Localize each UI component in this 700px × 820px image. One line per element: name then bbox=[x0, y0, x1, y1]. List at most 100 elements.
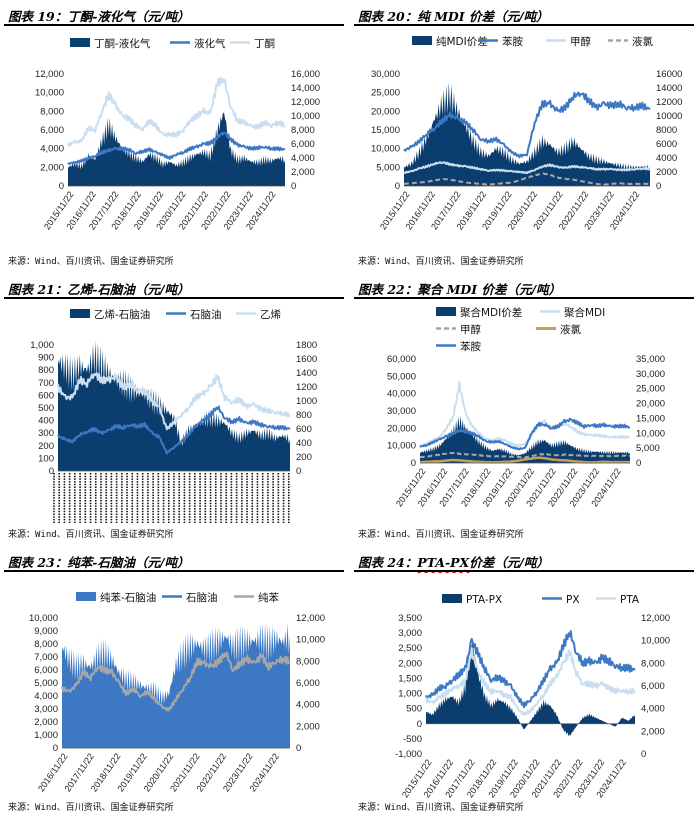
y-tick-right: 800 bbox=[296, 410, 312, 421]
series-line-2 bbox=[61, 651, 291, 712]
y-tick-left: -1,000 bbox=[395, 749, 422, 760]
y-tick-left: 1,000 bbox=[398, 689, 422, 700]
y-tick-left: 7,000 bbox=[34, 652, 58, 663]
series-area-0 bbox=[62, 622, 290, 748]
y-tick-left: 800 bbox=[38, 365, 54, 376]
series-area-0 bbox=[426, 639, 635, 737]
y-tick-left: 600 bbox=[38, 390, 54, 401]
series-line-1 bbox=[403, 91, 651, 159]
series-line-3 bbox=[403, 172, 651, 186]
chart-title: 图表 24：PTA-PX价差（元/吨） bbox=[358, 552, 549, 571]
chart-24: -1,000 -500 0 500 1,000 1,500 2,000 2,500 3,000 3… bbox=[395, 594, 670, 800]
chart-panel-21: 图表 21：乙烯-石脑油（元/吨） 0 100 200 300 400 500 600 700… bbox=[0, 273, 350, 546]
y-tick-left: 0 bbox=[411, 458, 416, 469]
source-note: 来源：Wind、百川资讯、国金证券研究所 bbox=[8, 530, 174, 540]
chart-panel-22: 图表 22：聚合 MDI 价差（元/吨） 0 10,000 20,000 30,000… bbox=[350, 273, 700, 546]
y-tick-left: 9,000 bbox=[34, 626, 58, 637]
chart-title: 图表 20：纯 MDI 价差（元/吨） bbox=[358, 9, 549, 24]
chart-panel-23: 图表 23：纯苯-石脑油（元/吨） 0 1,000 2,000 3,000 4,000 5… bbox=[0, 546, 350, 819]
y-tick-left: 8,000 bbox=[40, 106, 64, 117]
y-tick-left: 900 bbox=[38, 353, 54, 364]
source-note: 来源：Wind、百川资讯、国金证券研究所 bbox=[358, 257, 524, 267]
y-tick-left: 10,000 bbox=[371, 144, 400, 155]
legend-label: 甲醇 bbox=[460, 323, 481, 336]
y-tick-left: 50,000 bbox=[387, 371, 416, 382]
series-line-1 bbox=[57, 405, 291, 455]
y-tick-right: 16,000 bbox=[291, 69, 320, 80]
y-tick-left: 20,000 bbox=[387, 423, 416, 434]
y-tick-left: 20,000 bbox=[371, 106, 400, 117]
series-area-0 bbox=[58, 340, 290, 471]
y-tick-right: 10,000 bbox=[291, 111, 320, 122]
y-tick-right: 2,000 bbox=[291, 167, 315, 178]
y-tick-right: 6,000 bbox=[291, 139, 315, 150]
y-tick-left: 25,000 bbox=[371, 88, 400, 99]
legend-label: PTA bbox=[620, 594, 640, 606]
y-tick-left: 6,000 bbox=[34, 665, 58, 676]
y-tick-right: 14,000 bbox=[291, 83, 320, 94]
y-tick-left: 400 bbox=[38, 416, 54, 427]
y-tick-right: 0 bbox=[636, 458, 641, 469]
legend-swatch bbox=[76, 592, 96, 601]
y-tick-left: 10,000 bbox=[35, 88, 64, 99]
y-tick-right: 0 bbox=[291, 181, 296, 192]
y-tick-right: 35,000 bbox=[636, 354, 665, 365]
y-tick-left: 12,000 bbox=[35, 69, 64, 80]
chart-panel-20: 图表 20：纯 MDI 价差（元/吨） 0 5,000 10,000 15,000 20… bbox=[350, 0, 700, 273]
series-line-2 bbox=[57, 372, 291, 431]
y-tick-left: 4,000 bbox=[40, 144, 64, 155]
title-rule bbox=[354, 24, 694, 26]
y-tick-left: 6,000 bbox=[40, 125, 64, 136]
series-line-1 bbox=[61, 738, 291, 746]
chart-panel-19: 图表 19：丁酮-液化气（元/吨） 0 2,000 4,000 6,000 8,000 1… bbox=[0, 0, 350, 273]
legend-label: 丁酮-液化气 bbox=[94, 37, 151, 50]
y-tick-right: 6000 bbox=[656, 139, 677, 150]
y-tick-right: 20,000 bbox=[636, 399, 665, 410]
y-tick-left: 10,000 bbox=[387, 441, 416, 452]
y-tick-left: 2,000 bbox=[40, 162, 64, 173]
chart-21: 01002003004005006007008009001,0000200400… bbox=[30, 308, 317, 523]
legend-swatch bbox=[442, 594, 462, 603]
y-tick-left: 0 bbox=[49, 466, 54, 477]
y-tick-left: 4,000 bbox=[34, 691, 58, 702]
y-tick-right: 8000 bbox=[656, 125, 677, 136]
y-tick-left: 2,000 bbox=[398, 658, 422, 669]
series-area-0 bbox=[404, 82, 650, 186]
legend-label: 苯胺 bbox=[460, 340, 481, 353]
legend-label: 苯胺 bbox=[502, 35, 523, 48]
legend-label: 液氯 bbox=[560, 323, 581, 336]
legend-label: 石脑油 bbox=[186, 591, 218, 604]
y-tick-right: 8,000 bbox=[291, 125, 315, 136]
y-tick-left: 5,000 bbox=[34, 678, 58, 689]
chart-20: 0 5,000 10,000 15,000 20,000 25,000 30,000 0 200… bbox=[371, 35, 682, 232]
chart-panel-24: 图表 24：PTA-PX价差（元/吨） -1,000 -500 0 500 1,000 1… bbox=[350, 546, 700, 819]
y-tick-right: 25,000 bbox=[636, 384, 665, 395]
y-tick-left: 0 bbox=[59, 181, 64, 192]
y-tick-right: 200 bbox=[296, 452, 312, 463]
legend-label: 液氯 bbox=[632, 35, 653, 48]
chart-title: 图表 21：乙烯-石脑油（元/吨） bbox=[8, 282, 190, 297]
y-tick-left: 100 bbox=[38, 453, 54, 464]
series-line-4 bbox=[419, 417, 631, 451]
chart-title: 图表 22：聚合 MDI 价差（元/吨） bbox=[358, 282, 562, 297]
series-line-1 bbox=[425, 630, 636, 709]
y-tick-right: 30,000 bbox=[636, 369, 665, 380]
y-tick-right: 10,000 bbox=[641, 636, 670, 647]
series-line-2 bbox=[425, 647, 636, 716]
y-tick-right: 2000 bbox=[656, 167, 677, 178]
y-tick-left: 0 bbox=[417, 719, 422, 730]
series-line-2 bbox=[67, 76, 286, 148]
legend-label: 纯MDI价差 bbox=[436, 35, 488, 48]
y-tick-left: 10,000 bbox=[29, 613, 58, 624]
legend-label: 聚合MDI bbox=[564, 306, 605, 319]
title-keyword: PTA-PX bbox=[417, 555, 470, 570]
y-tick-left: 300 bbox=[38, 428, 54, 439]
y-tick-right: 12,000 bbox=[291, 97, 320, 108]
y-tick-left: 0 bbox=[395, 181, 400, 192]
y-tick-left: 500 bbox=[38, 403, 54, 414]
series-line-3 bbox=[419, 456, 631, 464]
y-tick-left: 2,500 bbox=[398, 643, 422, 654]
y-tick-right: 2,000 bbox=[641, 726, 665, 737]
legend-label: 纯苯 bbox=[258, 591, 279, 604]
y-tick-left: 30,000 bbox=[387, 406, 416, 417]
